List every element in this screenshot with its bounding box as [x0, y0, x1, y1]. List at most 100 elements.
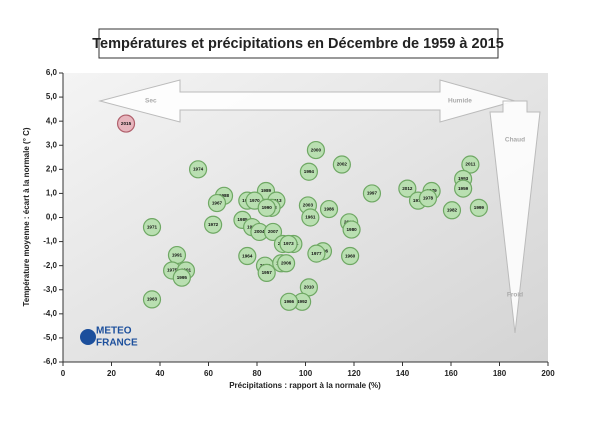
y-tick-label: 4,0: [46, 116, 58, 125]
point-label: 1995: [177, 275, 188, 280]
point-label: 1980: [346, 227, 357, 232]
x-tick-label: 140: [396, 369, 410, 378]
point-label: 1964: [242, 253, 253, 258]
point-label: 1975: [167, 268, 178, 273]
point-label: 2006: [281, 260, 292, 265]
point-label: 1960: [345, 253, 356, 258]
point: [263, 222, 283, 242]
x-tick-label: 120: [347, 369, 361, 378]
point: [306, 140, 326, 160]
point-label: 1974: [193, 167, 204, 172]
point-label: 1973: [283, 241, 294, 246]
point-label: 1997: [367, 191, 378, 196]
point: [418, 189, 438, 208]
point-label: 2003: [303, 203, 314, 208]
point-label: 1957: [262, 270, 273, 275]
point: [319, 199, 339, 219]
x-tick-label: 200: [541, 369, 555, 378]
y-tick-label: 6,0: [46, 68, 58, 77]
point-label: 2002: [337, 162, 348, 167]
point: [238, 246, 257, 266]
point: [461, 155, 480, 174]
point-label: 1978: [423, 195, 434, 200]
point-label: 1971: [147, 224, 158, 229]
chart-title: Températures et précipitations en Décemb…: [92, 36, 504, 52]
y-tick-label: -2,0: [43, 261, 57, 270]
point: [279, 234, 298, 254]
point: [204, 215, 223, 234]
x-tick-label: 0: [61, 369, 66, 378]
point: [207, 193, 227, 213]
point: [299, 162, 318, 181]
point-label: 1999: [474, 205, 485, 210]
point: [398, 179, 417, 198]
y-tick-label: -4,0: [43, 309, 57, 318]
point: [301, 208, 320, 227]
point: [257, 263, 276, 282]
point: [142, 218, 162, 237]
point-label: 1991: [172, 252, 183, 257]
point: [172, 268, 191, 287]
point-label: 1994: [304, 169, 315, 174]
point: [362, 184, 382, 203]
point-label: 1967: [212, 200, 223, 205]
point: [257, 198, 276, 217]
point-label: 2012: [402, 186, 413, 191]
x-tick-label: 160: [444, 369, 458, 378]
x-tick-label: 20: [107, 369, 116, 378]
point: [188, 160, 208, 179]
y-tick-label: -3,0: [43, 285, 57, 294]
point: [307, 244, 326, 263]
x-tick-label: 40: [156, 369, 165, 378]
y-tick-label: 1,0: [46, 189, 58, 198]
y-tick-label: 0,0: [46, 213, 58, 222]
annotation: Froid: [507, 292, 523, 299]
point-label: 1993: [458, 176, 469, 181]
point-label: 2010: [304, 285, 315, 290]
y-tick-label: 2,0: [46, 164, 58, 173]
point-label: 1992: [297, 299, 308, 304]
point-label: 1959: [458, 186, 469, 191]
y-axis-label: Température moyenne : écart à la normale…: [22, 127, 31, 306]
point-label: 1972: [208, 222, 219, 227]
point-label: 1963: [147, 297, 158, 302]
point: [277, 254, 296, 273]
point-label: 1976: [413, 198, 424, 203]
logo: METEO FRANCE: [80, 326, 138, 349]
title-box: [98, 28, 499, 59]
x-tick-label: 100: [299, 369, 313, 378]
point-label: 2015: [121, 121, 132, 126]
x-tick-label: 180: [493, 369, 507, 378]
logo-text: FRANCE: [96, 338, 138, 349]
x-tick-label: 60: [204, 369, 213, 378]
y-tick-label: -6,0: [43, 357, 57, 366]
y-tick-label: -1,0: [43, 237, 57, 246]
point-label: 1977: [311, 251, 322, 256]
point-label: 1988: [219, 193, 230, 198]
point-label: 1966: [284, 299, 295, 304]
x-axis-label: Précipitations : rapport à la normale (%…: [229, 381, 381, 390]
point-label: 1961: [305, 215, 316, 220]
point: [279, 292, 299, 311]
y-tick-label: 5,0: [46, 92, 58, 101]
annotation: Chaud: [505, 137, 525, 144]
point: [342, 220, 361, 239]
point-label: 1982: [447, 207, 458, 212]
y-tick-label: -5,0: [43, 333, 57, 342]
point-label: 1990: [262, 205, 273, 210]
point-label: 1985: [237, 217, 248, 222]
point: [341, 246, 360, 266]
x-tick-label: 80: [253, 369, 262, 378]
point-label: 2007: [268, 229, 279, 234]
point: [116, 114, 136, 133]
point-label: 1970: [249, 198, 260, 203]
point: [332, 155, 351, 174]
logo-text: METEO: [96, 326, 132, 337]
point: [469, 198, 488, 217]
point-label: 1986: [324, 206, 335, 211]
point-label: 1989: [261, 188, 272, 193]
point: [454, 179, 473, 198]
point-label: 2000: [311, 147, 322, 152]
arrow-vertical: [489, 100, 541, 334]
